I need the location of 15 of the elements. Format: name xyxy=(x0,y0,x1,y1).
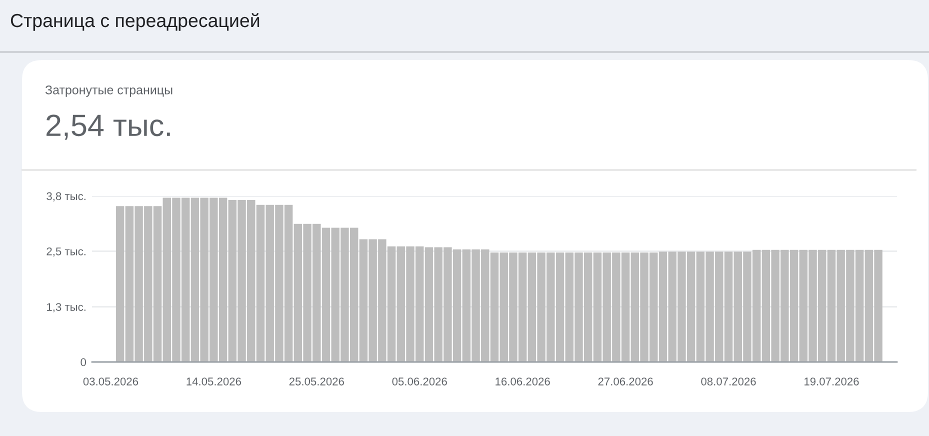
chart-subtitle: Затронутые страницы xyxy=(45,86,172,97)
x-tick-label: 05.06.2026 xyxy=(392,378,447,386)
x-tick-label: 16.06.2026 xyxy=(496,378,550,386)
y-tick-label: 3,8 тыс. xyxy=(46,192,86,202)
x-tick-label: 25.05.2026 xyxy=(289,378,344,386)
x-tick-label: 14.05.2026 xyxy=(186,378,242,386)
y-tick-label: 2,5 тыс. xyxy=(46,247,86,257)
text: 2,54 тыс. xyxy=(46,114,170,140)
x-tick-label: 08.07.2026 xyxy=(701,378,756,386)
x-tick-label: 03.05.2026 xyxy=(83,378,138,386)
y-tick-label: 1,3 тыс. xyxy=(47,303,86,312)
x-tick-label: 19.07.2026 xyxy=(804,378,859,386)
x-tick-label: 27.06.2026 xyxy=(598,378,653,386)
y-tick-label: 0 xyxy=(80,358,86,366)
chart-title: Страница с переадресацией xyxy=(10,13,260,31)
